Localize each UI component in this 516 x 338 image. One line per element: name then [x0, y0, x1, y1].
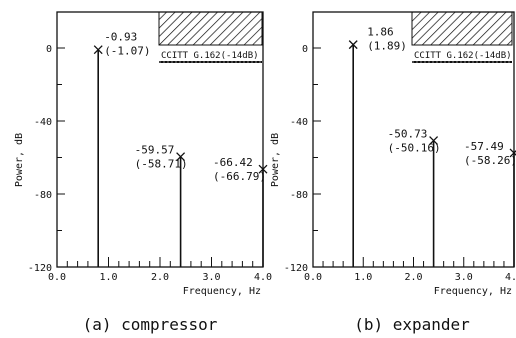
limit-label-bg [413, 47, 511, 62]
limit-hatch [158, 11, 263, 46]
x-axis-label: Frequency, Hz [434, 286, 512, 297]
panel-caption: (b) expander [354, 315, 470, 334]
panel-caption: (a) compressor [83, 315, 218, 334]
x-tick-label: 3.0 [202, 272, 220, 283]
y-tick-label: -40 [290, 117, 308, 128]
stem-value-label: 1.86 [367, 26, 394, 39]
stem-secondary-label: (1.89) [367, 40, 407, 53]
stem-marker [93, 45, 103, 55]
stem-secondary-label: (-58.71) [135, 158, 188, 171]
y-axis-label: Power, dB [14, 133, 25, 187]
x-tick-label: 3.0 [455, 272, 473, 283]
stem-value-label: -50.73 [388, 128, 428, 141]
y-tick-label: 0 [46, 44, 52, 55]
stem-marker [509, 148, 516, 158]
chart-panel-a: CCITT G.162(-14dB) 0.0 1.0 2.0 3.0 4.0 0 -40 -80… [14, 11, 272, 334]
stem-marker [258, 164, 268, 174]
y-tick-label: -120 [284, 263, 308, 274]
chart-panel-b: CCITT G.162(-14dB) 0.0 1.0 2.0 3.0 4.0 0 -40 -80… [270, 11, 516, 334]
stem-secondary-label: (-50.16) [388, 142, 441, 155]
x-tick-label: 2.0 [404, 272, 422, 283]
x-tick-label: 4.0 [505, 272, 516, 283]
x-tick-label: 0.0 [48, 272, 66, 283]
stem-value-label: -59.57 [135, 144, 175, 157]
x-tick-label: 0.0 [304, 272, 322, 283]
limit-label-bg [160, 47, 261, 62]
limit-label: CCITT G.162(-14dB) [161, 51, 259, 61]
y-tick-label: 0 [302, 44, 308, 55]
y-tick-label: -40 [34, 117, 52, 128]
x-tick-label: 2.0 [151, 272, 169, 283]
stem-marker [429, 136, 439, 146]
stem-secondary-label: (-58.26) [464, 154, 516, 167]
y-axis-label: Power, dB [270, 133, 281, 187]
stem-secondary-label: (-1.07) [104, 45, 150, 58]
y-tick-label: -80 [290, 190, 308, 201]
limit-label: CCITT G.162(-14dB) [414, 51, 512, 61]
stem-value-label: -57.49 [464, 140, 504, 153]
y-tick-label: -80 [34, 190, 52, 201]
stem-value-label: -0.93 [104, 31, 137, 44]
x-tick-label: 1.0 [354, 272, 372, 283]
x-tick-label: 1.0 [99, 272, 117, 283]
x-axis-label: Frequency, Hz [183, 286, 261, 297]
limit-hatch [411, 11, 513, 46]
stem-marker [348, 40, 358, 50]
stem-secondary-label: (-66.79) [213, 170, 266, 183]
stem-marker [176, 152, 186, 162]
x-tick-label: 4.0 [254, 272, 272, 283]
y-tick-label: -120 [28, 263, 52, 274]
stem-value-label: -66.42 [213, 156, 253, 169]
